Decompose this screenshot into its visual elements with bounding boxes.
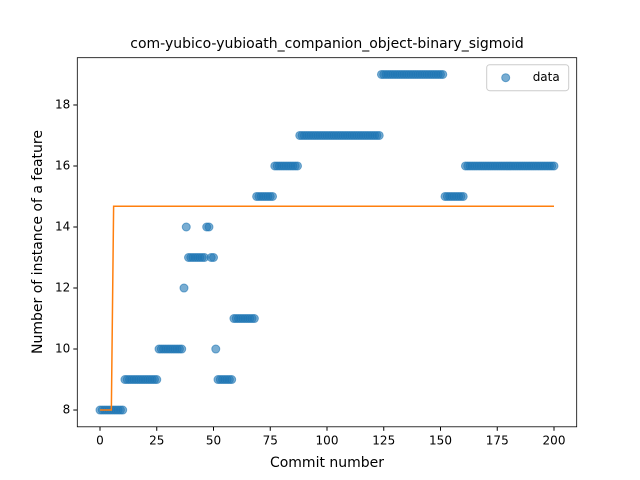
data-point — [268, 191, 278, 201]
data-point — [118, 405, 128, 415]
data-point — [458, 191, 468, 201]
data-point — [209, 253, 218, 263]
x-tick-label: 200 — [543, 433, 566, 447]
y-tick-label: 12 — [55, 281, 70, 295]
x-tick-label: 0 — [96, 433, 104, 447]
data-point — [249, 314, 259, 324]
x-axis-label: Commit number — [270, 455, 384, 471]
x-tick-label: 100 — [316, 433, 339, 447]
data-point — [292, 161, 302, 171]
data-point — [177, 344, 187, 354]
x-tick-label: 150 — [429, 433, 452, 447]
y-tick-label: 10 — [55, 342, 70, 356]
plot-frame — [76, 57, 578, 428]
y-axis-label: Number of instance of a feature — [30, 130, 46, 354]
x-tick-label: 50 — [206, 433, 221, 447]
legend-label: data — [533, 70, 560, 84]
y-tick-label: 18 — [55, 97, 70, 111]
data-point — [227, 375, 237, 385]
legend-marker — [501, 73, 511, 83]
x-tick-label: 175 — [486, 433, 509, 447]
data-point — [204, 222, 214, 232]
x-tick-label: 75 — [263, 433, 278, 447]
data-point — [179, 283, 189, 293]
y-tick-label: 8 — [63, 403, 71, 417]
data-point — [211, 344, 221, 354]
y-tick-label: 14 — [55, 219, 70, 233]
x-tick-label: 25 — [149, 433, 164, 447]
legend-box — [486, 64, 570, 92]
data-point — [549, 161, 559, 171]
data-point — [374, 130, 384, 140]
data-point — [181, 222, 191, 232]
y-tick-label: 16 — [55, 158, 70, 172]
fit-line — [100, 205, 554, 411]
data-point — [152, 375, 162, 385]
x-tick-label: 125 — [372, 433, 395, 447]
data-point — [438, 69, 448, 79]
chart-title: com-yubico-yubioath_companion_object-bin… — [130, 36, 524, 52]
